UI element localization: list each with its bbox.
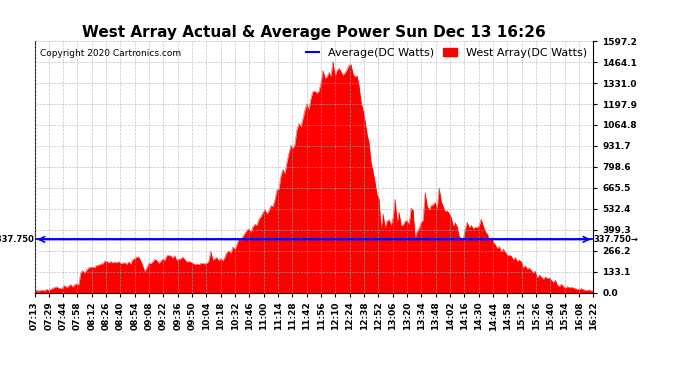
Title: West Array Actual & Average Power Sun Dec 13 16:26: West Array Actual & Average Power Sun De… xyxy=(82,25,546,40)
Text: ←337.750: ←337.750 xyxy=(0,235,34,244)
Legend: Average(DC Watts), West Array(DC Watts): Average(DC Watts), West Array(DC Watts) xyxy=(302,44,591,62)
Text: 337.750→: 337.750→ xyxy=(593,235,638,244)
Text: Copyright 2020 Cartronics.com: Copyright 2020 Cartronics.com xyxy=(40,49,181,58)
